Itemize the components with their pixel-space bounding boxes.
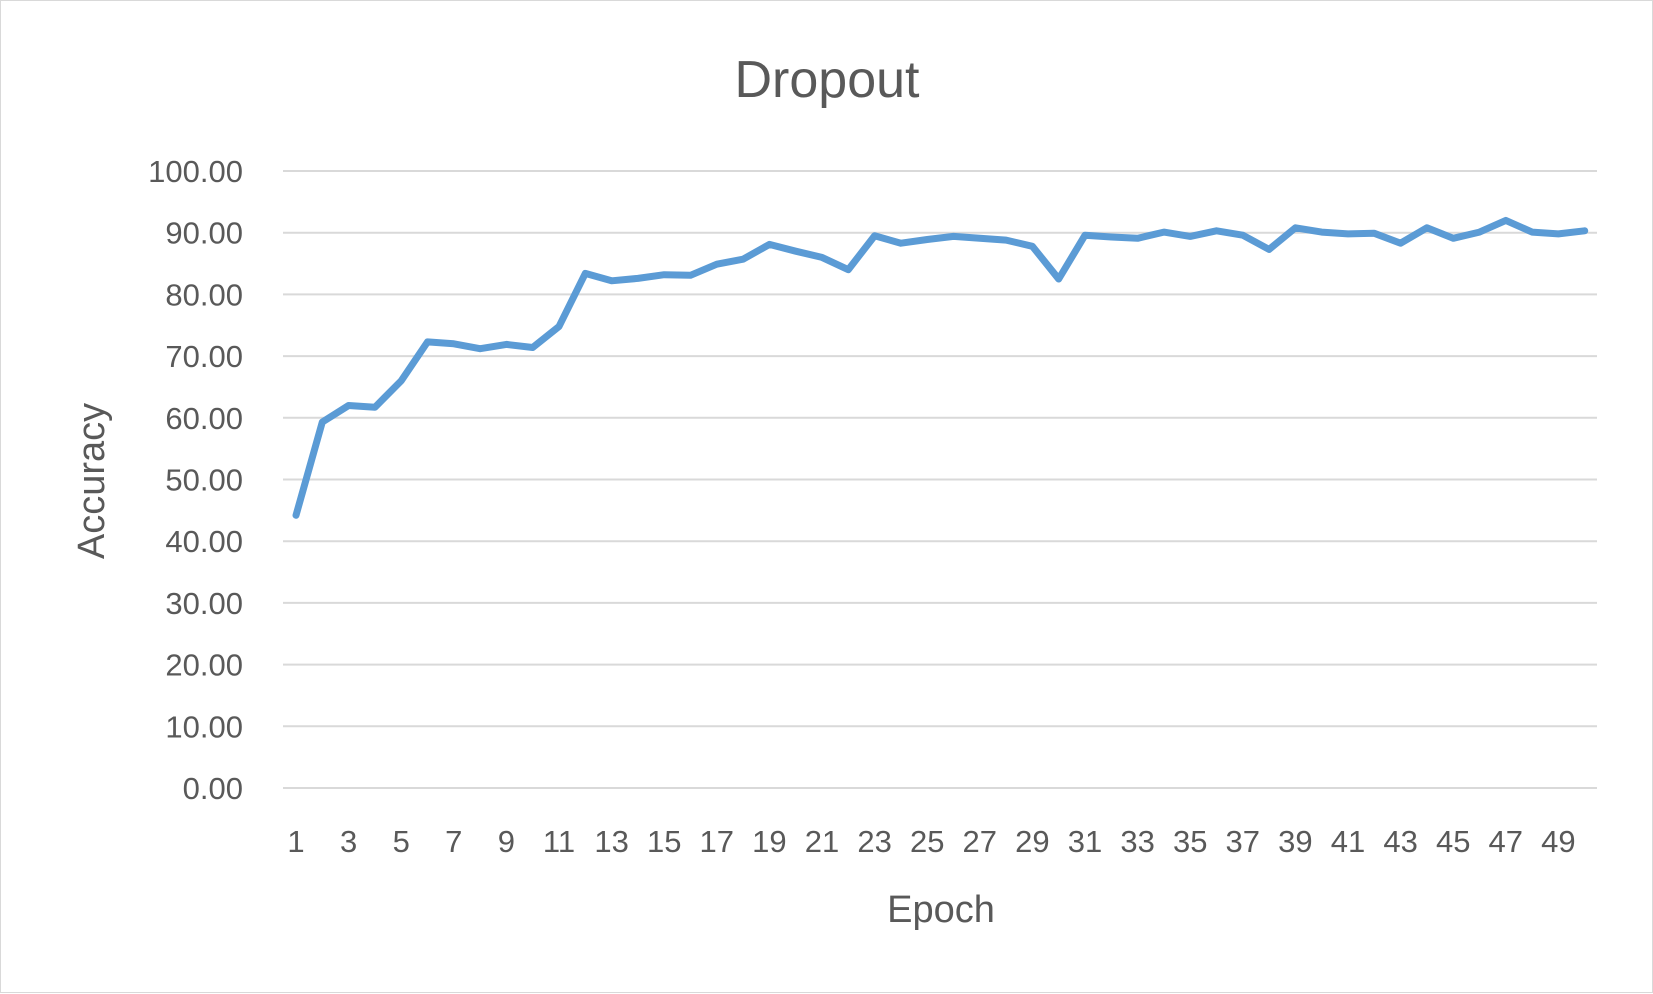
chart-title: Dropout [735,51,921,109]
x-tick-label: 9 [498,824,515,859]
x-tick-label: 31 [1068,824,1102,859]
x-tick-label: 49 [1541,824,1575,859]
y-tick-label: 70.00 [165,339,243,374]
y-tick-label: 60.00 [165,401,243,436]
x-tick-label: 25 [910,824,944,859]
x-tick-label: 29 [1015,824,1049,859]
gridlines [283,170,1597,789]
x-tick-label: 1 [287,824,304,859]
y-tick-label: 30.00 [165,586,243,621]
x-tick-label: 39 [1278,824,1312,859]
x-tick-label: 47 [1489,824,1523,859]
x-tick-label: 15 [647,824,681,859]
x-axis-title: Epoch [887,889,995,931]
x-tick-label: 45 [1436,824,1470,859]
x-tick-label: 43 [1383,824,1417,859]
series-layer [292,216,1589,519]
x-tick-label: 41 [1331,824,1365,859]
x-tick-label: 33 [1120,824,1154,859]
y-tick-label: 50.00 [165,463,243,498]
x-tick-label: 37 [1226,824,1260,859]
x-tick-label: 21 [805,824,839,859]
x-tick-label: 3 [340,824,357,859]
y-axis-title: Accuracy [71,403,113,559]
series-line [292,216,1589,519]
x-tick-label: 23 [857,824,891,859]
x-tick-label: 13 [594,824,628,859]
x-tick-label: 7 [445,824,462,859]
y-axis-ticks: 0.00 10.00 20.00 30.00 40.00 50.00 60.00 70.00 8… [148,154,243,806]
y-tick-label: 90.00 [165,216,243,251]
x-tick-label: 11 [543,824,575,859]
y-tick-label: 20.00 [165,648,243,683]
x-tick-label: 17 [700,824,734,859]
x-axis-ticks: 1 3 5 7 9 11 13 15 17 19 21 23 25 27 29 31 33 35 37 39 41 43 4… [287,824,1575,859]
y-tick-label: 100.00 [148,154,243,189]
y-tick-label: 40.00 [165,524,243,559]
y-tick-label: 80.00 [165,277,243,312]
x-tick-label: 35 [1173,824,1207,859]
y-tick-label: 10.00 [165,709,243,744]
x-tick-label: 5 [393,824,410,859]
x-tick-label: 19 [752,824,786,859]
y-tick-label: 0.00 [183,771,243,806]
x-tick-label: 27 [963,824,997,859]
